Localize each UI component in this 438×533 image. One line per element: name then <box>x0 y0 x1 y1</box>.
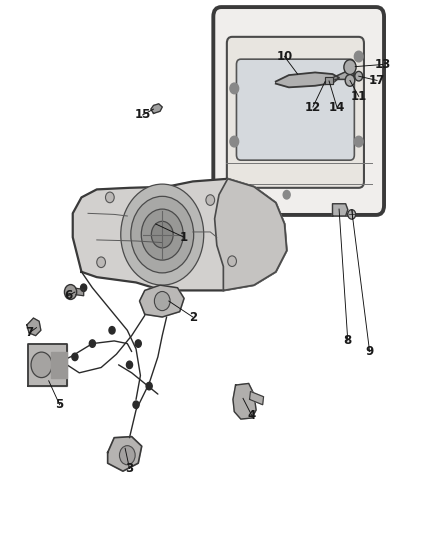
Circle shape <box>345 75 355 86</box>
Text: 15: 15 <box>134 109 151 122</box>
Circle shape <box>97 257 106 268</box>
Circle shape <box>133 401 139 408</box>
Circle shape <box>81 284 87 292</box>
Circle shape <box>228 256 237 266</box>
Circle shape <box>64 285 77 300</box>
Circle shape <box>283 190 290 199</box>
Circle shape <box>127 361 133 368</box>
Text: 8: 8 <box>344 334 352 348</box>
Polygon shape <box>332 204 348 216</box>
Polygon shape <box>108 437 142 471</box>
Circle shape <box>72 353 78 361</box>
Text: 14: 14 <box>328 101 345 114</box>
Text: 17: 17 <box>369 74 385 87</box>
Circle shape <box>344 60 356 75</box>
Text: 6: 6 <box>64 289 73 302</box>
Circle shape <box>31 352 52 377</box>
Circle shape <box>230 136 239 147</box>
Circle shape <box>348 209 356 219</box>
Text: 12: 12 <box>305 101 321 114</box>
Text: 5: 5 <box>56 398 64 411</box>
Circle shape <box>131 196 194 273</box>
Text: 13: 13 <box>374 58 391 71</box>
Circle shape <box>120 446 135 465</box>
Polygon shape <box>276 72 339 87</box>
Polygon shape <box>51 352 67 377</box>
FancyBboxPatch shape <box>237 59 354 160</box>
FancyBboxPatch shape <box>227 37 364 188</box>
Circle shape <box>354 51 363 62</box>
Circle shape <box>146 382 152 390</box>
Text: 7: 7 <box>25 326 33 340</box>
Polygon shape <box>215 179 287 290</box>
Text: 3: 3 <box>125 462 134 475</box>
Polygon shape <box>250 391 264 405</box>
Text: 11: 11 <box>350 90 367 103</box>
Polygon shape <box>325 77 332 84</box>
Polygon shape <box>151 104 162 114</box>
Circle shape <box>355 71 363 81</box>
Polygon shape <box>332 70 354 79</box>
FancyBboxPatch shape <box>213 7 384 215</box>
Circle shape <box>121 184 204 285</box>
Circle shape <box>230 83 239 94</box>
Text: 4: 4 <box>247 409 256 422</box>
Text: 10: 10 <box>276 50 293 63</box>
Circle shape <box>135 340 141 348</box>
Circle shape <box>206 195 215 205</box>
Polygon shape <box>28 344 67 386</box>
Text: 9: 9 <box>365 345 374 358</box>
Circle shape <box>89 340 95 348</box>
Circle shape <box>354 136 363 147</box>
Circle shape <box>109 327 115 334</box>
Circle shape <box>141 209 183 260</box>
Polygon shape <box>76 288 84 296</box>
Circle shape <box>151 221 173 248</box>
Circle shape <box>106 192 114 203</box>
Polygon shape <box>73 179 287 290</box>
Polygon shape <box>27 318 41 336</box>
Circle shape <box>154 292 170 311</box>
Polygon shape <box>140 285 184 317</box>
Polygon shape <box>233 383 256 419</box>
Text: 2: 2 <box>189 311 197 324</box>
Text: 1: 1 <box>180 231 188 244</box>
